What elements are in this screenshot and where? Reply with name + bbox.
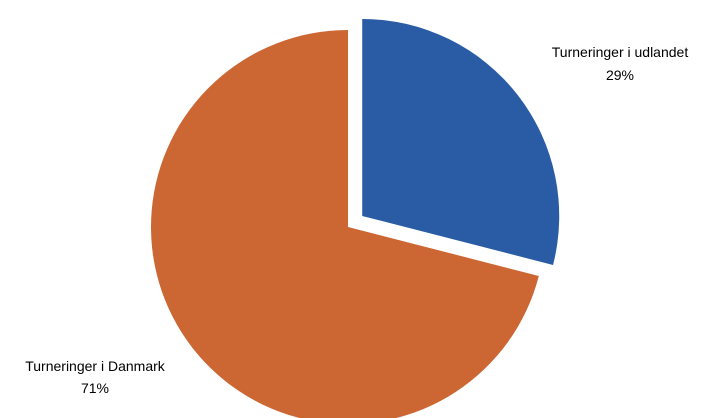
pie-slice-1 [362,18,560,265]
pie-labels: Turneringer i udlandet 29% Turneringer i D… [25,44,688,396]
pie-slices [151,18,560,418]
pie-slice-2 [151,30,539,418]
slice-percent-2: 71% [81,380,109,396]
slice-label-2: Turneringer i Danmark [25,358,166,374]
slice-percent-1: 29% [606,67,634,83]
slice-label-1: Turneringer i udlandet [552,44,689,60]
